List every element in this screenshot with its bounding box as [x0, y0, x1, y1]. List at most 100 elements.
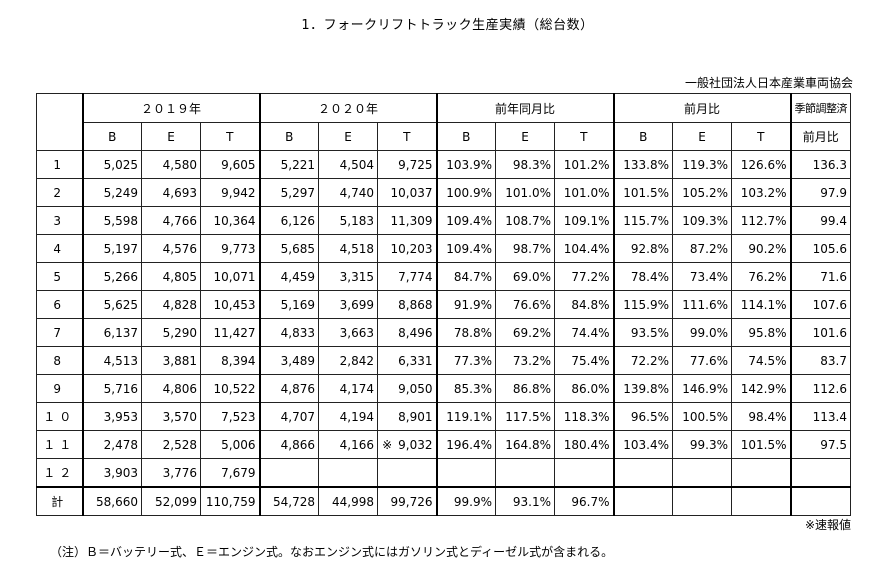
month-label: １２	[36, 458, 83, 488]
table-cell: 4,833	[258, 318, 319, 347]
table-cell: 6,137	[81, 318, 142, 347]
table-cell: 103.4%	[612, 430, 673, 459]
table-cell: 3,881	[141, 346, 201, 375]
table-cell: 74.5%	[731, 346, 791, 375]
table-cell: 4,806	[141, 374, 201, 403]
table-cell: 3,903	[81, 458, 142, 488]
table-cell: 114.1%	[731, 290, 791, 319]
table-cell: 126.6%	[731, 150, 791, 179]
table-cell: 3,663	[318, 318, 378, 347]
table-cell: 101.6	[789, 318, 851, 347]
header-seasonal-bottom: 前月比	[789, 122, 851, 151]
table-cell: 101.5%	[612, 178, 673, 207]
table-cell: 58,660	[81, 486, 142, 516]
table-cell: 99.0%	[672, 318, 732, 347]
table-cell: 87.2%	[672, 234, 732, 263]
table-cell: 4,707	[258, 402, 319, 431]
table-cell: 84.7%	[435, 262, 496, 291]
subheader-e: E	[318, 122, 378, 151]
table-cell: 8,394	[200, 346, 260, 375]
month-label: 3	[36, 206, 83, 235]
header-mom: 前月比	[612, 93, 791, 123]
table-cell: 7,523	[200, 402, 260, 431]
table-cell: 4,174	[318, 374, 378, 403]
table-cell: 109.1%	[554, 206, 614, 235]
month-label: １０	[36, 402, 83, 431]
table-cell: 10,453	[200, 290, 260, 319]
table-cell: 11,427	[200, 318, 260, 347]
table-cell: 5,169	[258, 290, 319, 319]
header-year-2019: ２０１９年	[81, 93, 260, 123]
table-cell: 142.9%	[731, 374, 791, 403]
table-cell: 85.3%	[435, 374, 496, 403]
table-cell: 4,580	[141, 150, 201, 179]
table-cell: 4,194	[318, 402, 378, 431]
table-row: 1 5,025 4,580 9,605 5,221 4,504 9,725 103.9% 98.…	[36, 150, 851, 179]
table-cell: 180.4%	[554, 430, 614, 459]
table-cell: 103.2%	[731, 178, 791, 207]
table-cell: 10,203	[377, 234, 437, 263]
table-cell: 112.6	[789, 374, 851, 403]
table-cell: 76.6%	[495, 290, 555, 319]
table-cell	[672, 486, 732, 516]
table-cell: 105.2%	[672, 178, 732, 207]
table-cell: 196.4%	[435, 430, 496, 459]
table-cell	[612, 486, 673, 516]
table-cell: 5,249	[81, 178, 142, 207]
table-cell: 5,006	[200, 430, 260, 459]
table-cell: 7,679	[200, 458, 260, 488]
table-cell: 99.4	[789, 206, 851, 235]
table-cell: 2,478	[81, 430, 142, 459]
table-cell: 5,685	[258, 234, 319, 263]
table-cell: 73.4%	[672, 262, 732, 291]
table-cell: 164.8%	[495, 430, 555, 459]
table-cell: 5,025	[81, 150, 142, 179]
subheader-t: T	[200, 122, 260, 151]
table-cell: 78.4%	[612, 262, 673, 291]
table-cell: 101.2%	[554, 150, 614, 179]
table-cell: 4,828	[141, 290, 201, 319]
table-cell: 136.3	[789, 150, 851, 179]
table-row: 6 5,625 4,828 10,453 5,169 3,699 8,868 91.9% 76.…	[36, 290, 851, 319]
table-cell: 97.9	[789, 178, 851, 207]
table-cell: 119.3%	[672, 150, 732, 179]
header-year-2020: ２０２０年	[258, 93, 437, 123]
table-cell: 52,099	[141, 486, 201, 516]
table-cell	[789, 486, 851, 516]
table-cell	[789, 458, 851, 488]
table-row: 2 5,249 4,693 9,942 5,297 4,740 10,037 100.9% 10…	[36, 178, 851, 207]
table-cell: 4,805	[141, 262, 201, 291]
table-cell: 103.9%	[435, 150, 496, 179]
table-cell: 5,625	[81, 290, 142, 319]
preliminary-note: ※速報値	[804, 518, 851, 532]
table-body: 1 5,025 4,580 9,605 5,221 4,504 9,725 103.9% 98.…	[36, 150, 851, 516]
table-cell: 74.4%	[554, 318, 614, 347]
table-cell	[554, 458, 614, 488]
table-cell: 9,725	[377, 150, 437, 179]
table-cell: 8,496	[377, 318, 437, 347]
table-cell: 5,221	[258, 150, 319, 179]
header-seasonal-top: 季節調整済	[789, 93, 851, 123]
table-cell: 9,942	[200, 178, 260, 207]
table-cell: 10,071	[200, 262, 260, 291]
table-cell: 5,716	[81, 374, 142, 403]
month-label: 7	[36, 318, 83, 347]
table-cell: 110,759	[200, 486, 260, 516]
table-cell	[731, 458, 791, 488]
table-cell: 77.6%	[672, 346, 732, 375]
table-cell: ※ 9,032	[377, 430, 437, 459]
table-cell: 9,605	[200, 150, 260, 179]
month-label: 9	[36, 374, 83, 403]
table-cell: 101.0%	[554, 178, 614, 207]
table-cell: 96.7%	[554, 486, 614, 516]
page-title: 1．フォークリフトトラック生産実績（総台数）	[301, 18, 594, 33]
table-cell: 4,866	[258, 430, 319, 459]
table-cell: 77.3%	[435, 346, 496, 375]
table-cell	[495, 458, 555, 488]
month-label: １１	[36, 430, 83, 459]
footnote: （注）Ｂ＝バッテリー式、Ｅ＝エンジン式。なおエンジン式にはガソリン式とディーゼル…	[50, 545, 614, 559]
table-cell: 5,266	[81, 262, 142, 291]
table-cell: 4,166	[318, 430, 378, 459]
subheader-e: E	[141, 122, 201, 151]
table-cell: 84.8%	[554, 290, 614, 319]
